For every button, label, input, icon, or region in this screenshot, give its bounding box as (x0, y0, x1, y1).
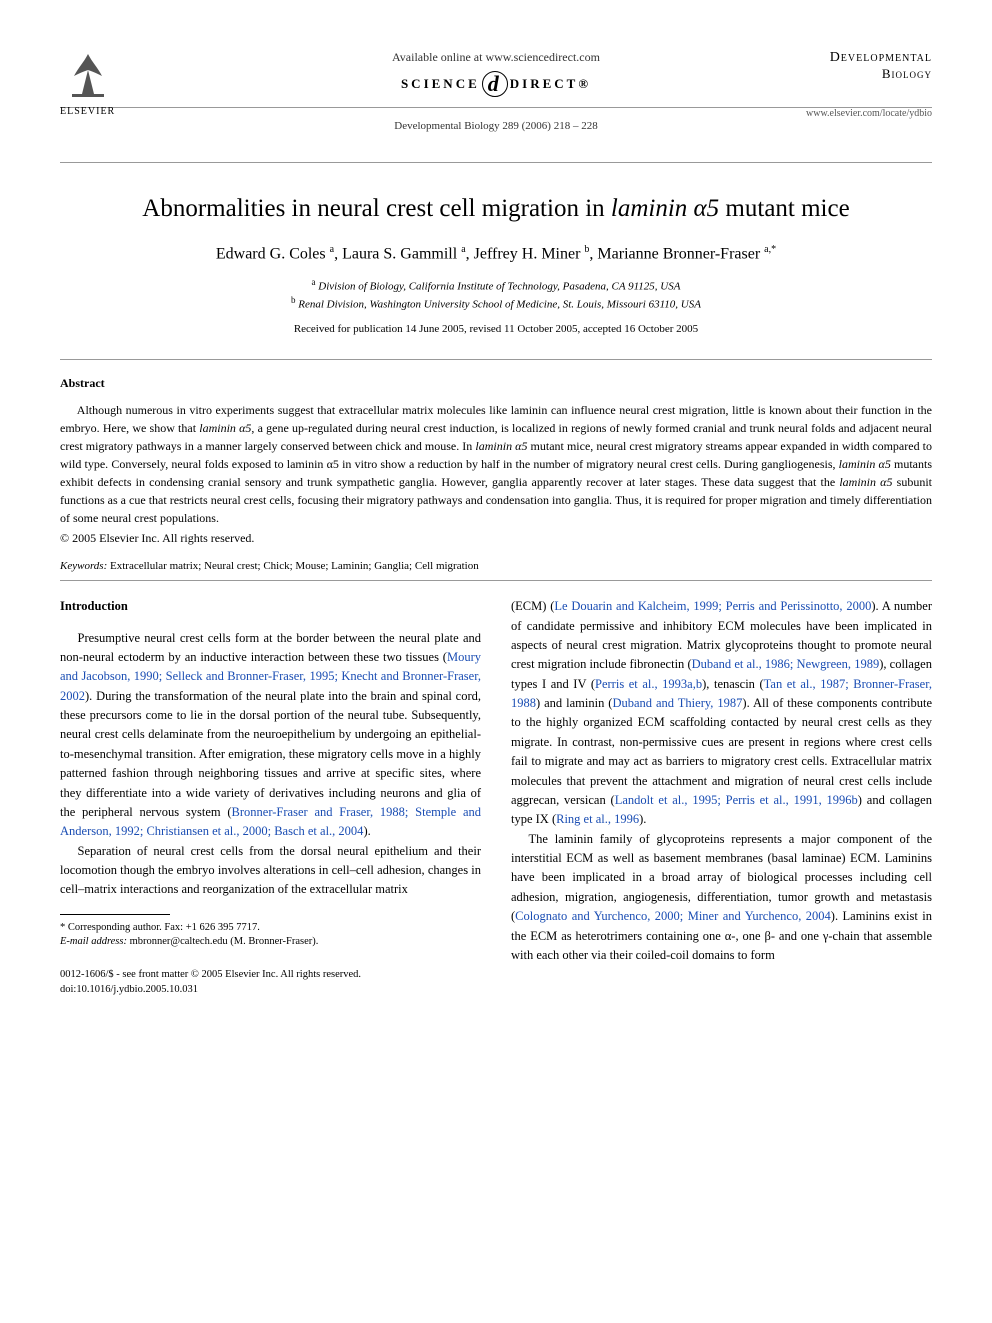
email-value: mbronner@caltech.edu (M. Bronner-Fraser)… (127, 936, 318, 947)
keywords-label: Keywords: (60, 560, 107, 572)
email-footnote: E-mail address: mbronner@caltech.edu (M.… (60, 935, 481, 950)
body-columns: Introduction Presumptive neural crest ce… (60, 597, 932, 997)
journal-citation: Developmental Biology 289 (2006) 218 – 2… (60, 120, 932, 132)
abstract-body: Although numerous in vitro experiments s… (60, 401, 932, 527)
author-list: Edward G. Coles a, Laura S. Gammill a, J… (60, 244, 932, 263)
abstract-bottom-rule (60, 580, 932, 581)
journal-subtitle: Biology (806, 66, 932, 82)
intro-para-2: Separation of neural crest cells from th… (60, 842, 481, 900)
abstract-top-rule (60, 359, 932, 360)
title-pre: Abnormalities in neural crest cell migra… (142, 195, 611, 222)
introduction-heading: Introduction (60, 597, 481, 616)
page-header: ELSEVIER Developmental Biology www.elsev… (60, 50, 932, 132)
keywords-values: Extracellular matrix; Neural crest; Chic… (107, 560, 478, 572)
sciencedirect-logo: SCIENCE d DIRECT® (60, 71, 932, 97)
available-online-text: Available online at www.sciencedirect.co… (60, 50, 932, 65)
sd-right: DIRECT® (510, 76, 591, 92)
affiliation-a: a Division of Biology, California Instit… (60, 277, 932, 293)
abstract-copyright: © 2005 Elsevier Inc. All rights reserved… (60, 531, 932, 546)
email-label: E-mail address: (60, 936, 127, 947)
intro-para-3: (ECM) (Le Douarin and Kalcheim, 1999; Pe… (511, 597, 932, 830)
left-column: Introduction Presumptive neural crest ce… (60, 597, 481, 997)
corresponding-author-footnote: * Corresponding author. Fax: +1 626 395 … (60, 921, 481, 936)
affiliation-b: b Renal Division, Washington University … (60, 295, 932, 311)
received-dates: Received for publication 14 June 2005, r… (60, 323, 932, 335)
right-column: (ECM) (Le Douarin and Kalcheim, 1999; Pe… (511, 597, 932, 997)
title-italic: laminin α5 (611, 195, 719, 222)
header-rule-bottom (60, 162, 932, 163)
abstract-heading: Abstract (60, 376, 932, 391)
elsevier-tree-icon (64, 50, 112, 102)
journal-title: Developmental (806, 50, 932, 66)
header-rule (60, 107, 932, 108)
keywords-line: Keywords: Extracellular matrix; Neural c… (60, 560, 932, 572)
sd-at-icon: d (482, 71, 508, 97)
doi-line: doi:10.1016/j.ydbio.2005.10.031 (60, 983, 481, 998)
journal-brand-block: Developmental Biology www.elsevier.com/l… (806, 50, 932, 119)
intro-para-4: The laminin family of glycoproteins repr… (511, 830, 932, 966)
sd-left: SCIENCE (401, 76, 480, 92)
intro-para-1: Presumptive neural crest cells form at t… (60, 629, 481, 842)
front-matter-line: 0012-1606/$ - see front matter © 2005 El… (60, 968, 481, 983)
publisher-name: ELSEVIER (60, 106, 115, 117)
journal-url: www.elsevier.com/locate/ydbio (806, 108, 932, 119)
article-title: Abnormalities in neural crest cell migra… (60, 193, 932, 226)
title-post: mutant mice (719, 195, 850, 222)
publisher-logo-block: ELSEVIER (60, 50, 115, 117)
footnote-rule (60, 914, 170, 915)
